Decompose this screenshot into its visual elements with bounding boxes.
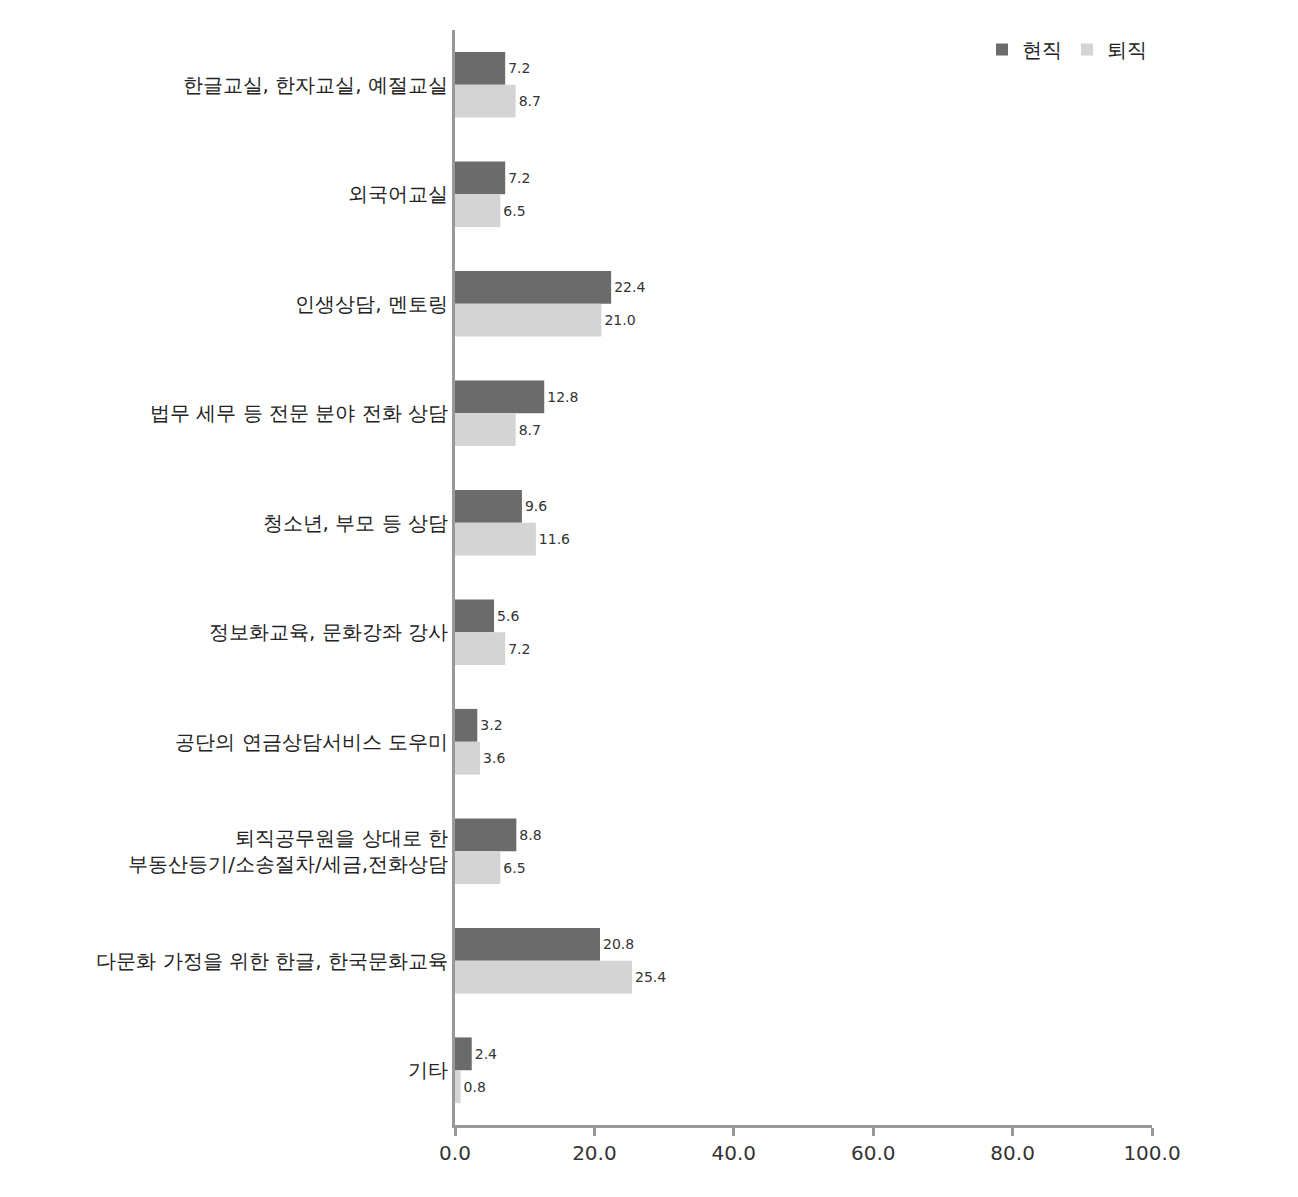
- svg-text:퇴직: 퇴직: [1107, 38, 1147, 62]
- svg-text:11.6: 11.6: [539, 531, 570, 547]
- svg-text:8.8: 8.8: [519, 827, 541, 843]
- svg-text:25.4: 25.4: [635, 969, 666, 985]
- svg-text:5.6: 5.6: [497, 608, 519, 624]
- svg-text:한글교실, 한자교실, 예절교실: 한글교실, 한자교실, 예절교실: [183, 73, 448, 97]
- svg-text:0.0: 0.0: [439, 1141, 471, 1165]
- svg-text:3.2: 3.2: [480, 717, 502, 733]
- svg-text:외국어교실: 외국어교실: [348, 182, 448, 206]
- svg-text:22.4: 22.4: [614, 279, 645, 295]
- svg-text:6.5: 6.5: [503, 860, 525, 876]
- svg-text:2.4: 2.4: [475, 1046, 497, 1062]
- svg-text:7.2: 7.2: [508, 641, 530, 657]
- svg-text:3.6: 3.6: [483, 750, 505, 766]
- svg-text:공단의 연금상담서비스 도우미: 공단의 연금상담서비스 도우미: [175, 730, 448, 754]
- svg-text:퇴직공무원을 상대로 한부동산등기/소송절차/세금,전화상담: 퇴직공무원을 상대로 한부동산등기/소송절차/세금,전화상담: [128, 826, 448, 876]
- svg-text:60.0: 60.0: [851, 1141, 896, 1165]
- svg-text:20.0: 20.0: [572, 1141, 617, 1165]
- svg-text:0.8: 0.8: [464, 1079, 486, 1095]
- svg-text:100.0: 100.0: [1123, 1141, 1180, 1165]
- svg-text:7.2: 7.2: [508, 60, 530, 76]
- svg-text:20.8: 20.8: [603, 936, 634, 952]
- svg-text:21.0: 21.0: [604, 312, 635, 328]
- svg-text:청소년, 부모 등 상담: 청소년, 부모 등 상담: [263, 511, 448, 535]
- svg-text:80.0: 80.0: [990, 1141, 1035, 1165]
- svg-text:9.6: 9.6: [525, 498, 547, 514]
- svg-text:12.8: 12.8: [547, 389, 578, 405]
- svg-text:정보화교육, 문화강좌 강사: 정보화교육, 문화강좌 강사: [209, 620, 448, 644]
- svg-text:8.7: 8.7: [519, 422, 541, 438]
- svg-text:8.7: 8.7: [519, 93, 541, 109]
- svg-text:다문화 가정을 위한 한글, 한국문화교육: 다문화 가정을 위한 한글, 한국문화교육: [96, 949, 448, 973]
- svg-text:현직: 현직: [1022, 38, 1062, 62]
- svg-text:6.5: 6.5: [503, 203, 525, 219]
- svg-text:기타: 기타: [408, 1058, 448, 1082]
- svg-text:인생상담, 멘토링: 인생상담, 멘토링: [295, 292, 448, 316]
- svg-text:40.0: 40.0: [712, 1141, 757, 1165]
- svg-text:7.2: 7.2: [508, 170, 530, 186]
- svg-text:법무 세무 등 전문 분야 전화 상담: 법무 세무 등 전문 분야 전화 상담: [150, 401, 448, 425]
